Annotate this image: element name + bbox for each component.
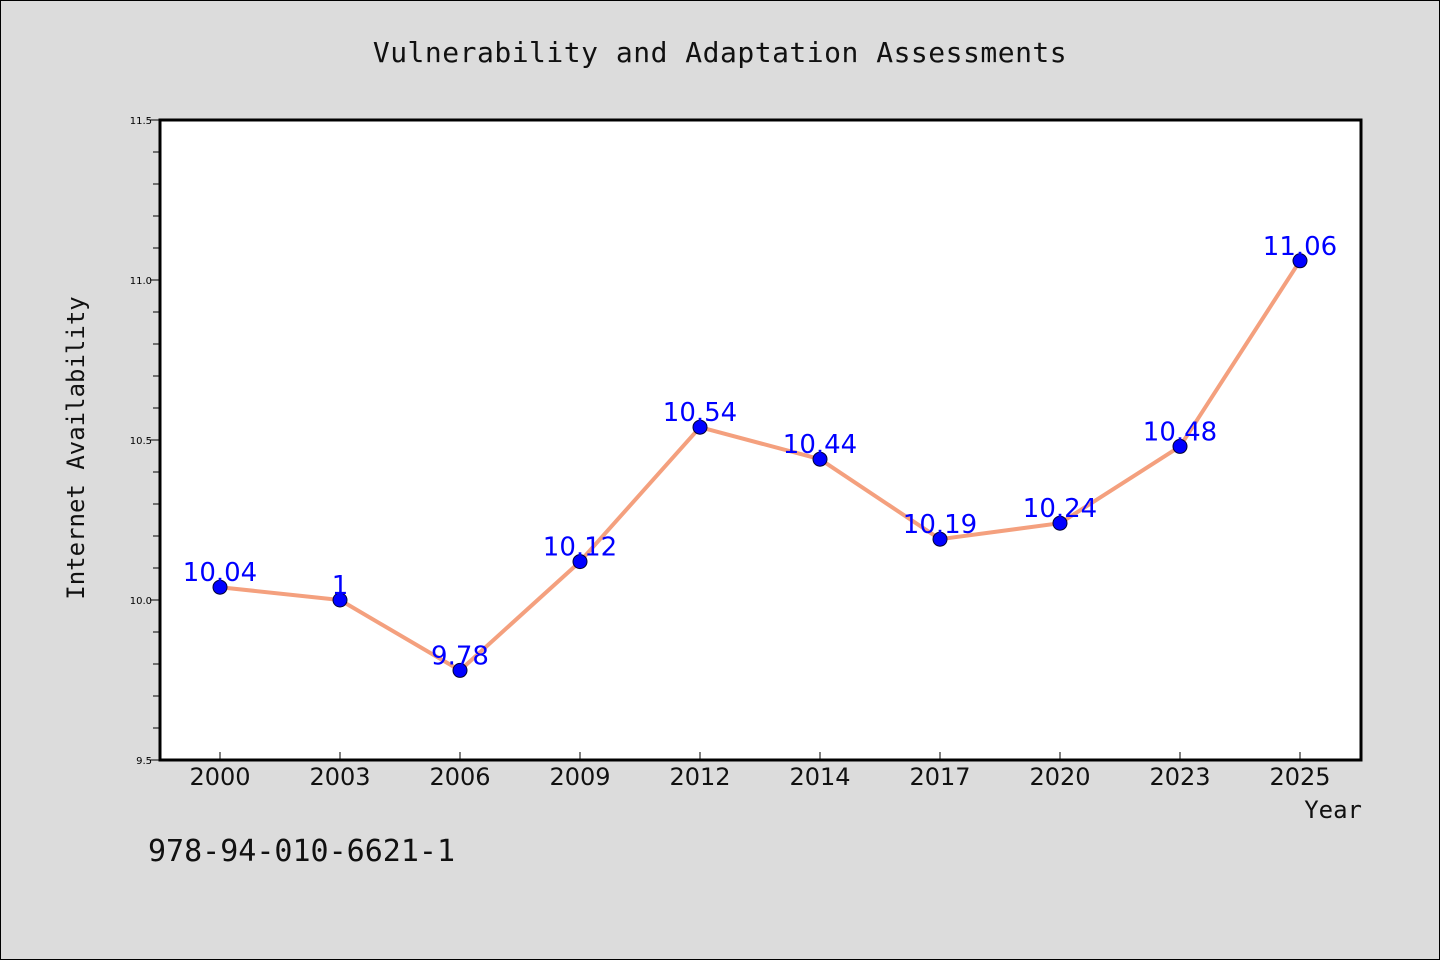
x-tick-label: 2014 bbox=[789, 763, 850, 791]
data-point bbox=[1172, 438, 1188, 454]
x-tick-label: 2003 bbox=[309, 763, 370, 791]
data-point bbox=[452, 662, 468, 678]
series-markers bbox=[212, 253, 1308, 678]
data-label: 1 bbox=[332, 571, 349, 601]
data-point bbox=[332, 592, 348, 608]
data-label: 11.06 bbox=[1263, 232, 1337, 262]
x-tick-label: 2017 bbox=[909, 763, 970, 791]
plot-area bbox=[158, 118, 1363, 762]
data-label: 9.78 bbox=[431, 641, 489, 671]
data-label: 10.48 bbox=[1143, 417, 1217, 447]
y-tick-label: 10.5 bbox=[130, 436, 152, 447]
data-point bbox=[1292, 253, 1308, 269]
data-point bbox=[1052, 515, 1068, 531]
x-tick-label: 2025 bbox=[1269, 763, 1330, 791]
data-point bbox=[572, 554, 588, 570]
x-tick-label: 2000 bbox=[189, 763, 250, 791]
data-label: 10.19 bbox=[903, 510, 977, 540]
x-tick-label: 2023 bbox=[1149, 763, 1210, 791]
data-label: 10.04 bbox=[183, 558, 257, 588]
data-point bbox=[812, 451, 828, 467]
data-label: 10.44 bbox=[783, 430, 857, 460]
data-point bbox=[932, 531, 948, 547]
data-point bbox=[692, 419, 708, 435]
x-tick-label: 2012 bbox=[669, 763, 730, 791]
x-tick-label: 2006 bbox=[429, 763, 490, 791]
x-tick-label: 2009 bbox=[549, 763, 610, 791]
y-tick-label: 9.5 bbox=[136, 756, 152, 767]
data-label: 10.12 bbox=[543, 533, 617, 563]
x-tick-label: 2020 bbox=[1029, 763, 1090, 791]
data-label: 10.24 bbox=[1023, 494, 1097, 524]
data-labels: 10.04 1 9.78 10.12 10.54 10.44 10.19 10.24 10.48… bbox=[183, 232, 1337, 672]
footer-code: 978-94-010-6621-1 bbox=[148, 834, 456, 869]
y-tick-label: 10.0 bbox=[130, 596, 152, 607]
data-label: 10.54 bbox=[663, 398, 737, 428]
x-axis-label: Year bbox=[1304, 796, 1362, 824]
y-tick-label: 11.0 bbox=[130, 276, 152, 287]
data-point bbox=[212, 579, 228, 595]
chart-title: Vulnerability and Adaptation Assessments bbox=[372, 36, 1068, 69]
x-axis: 2000 2003 2006 2009 2012 2014 2017 2020 2023 2025 bbox=[189, 752, 1331, 791]
y-axis: 9.5 10.0 10.5 11.0 11.5 bbox=[130, 116, 160, 767]
series-line bbox=[219, 259, 1302, 673]
y-tick-label: 11.5 bbox=[130, 116, 152, 127]
